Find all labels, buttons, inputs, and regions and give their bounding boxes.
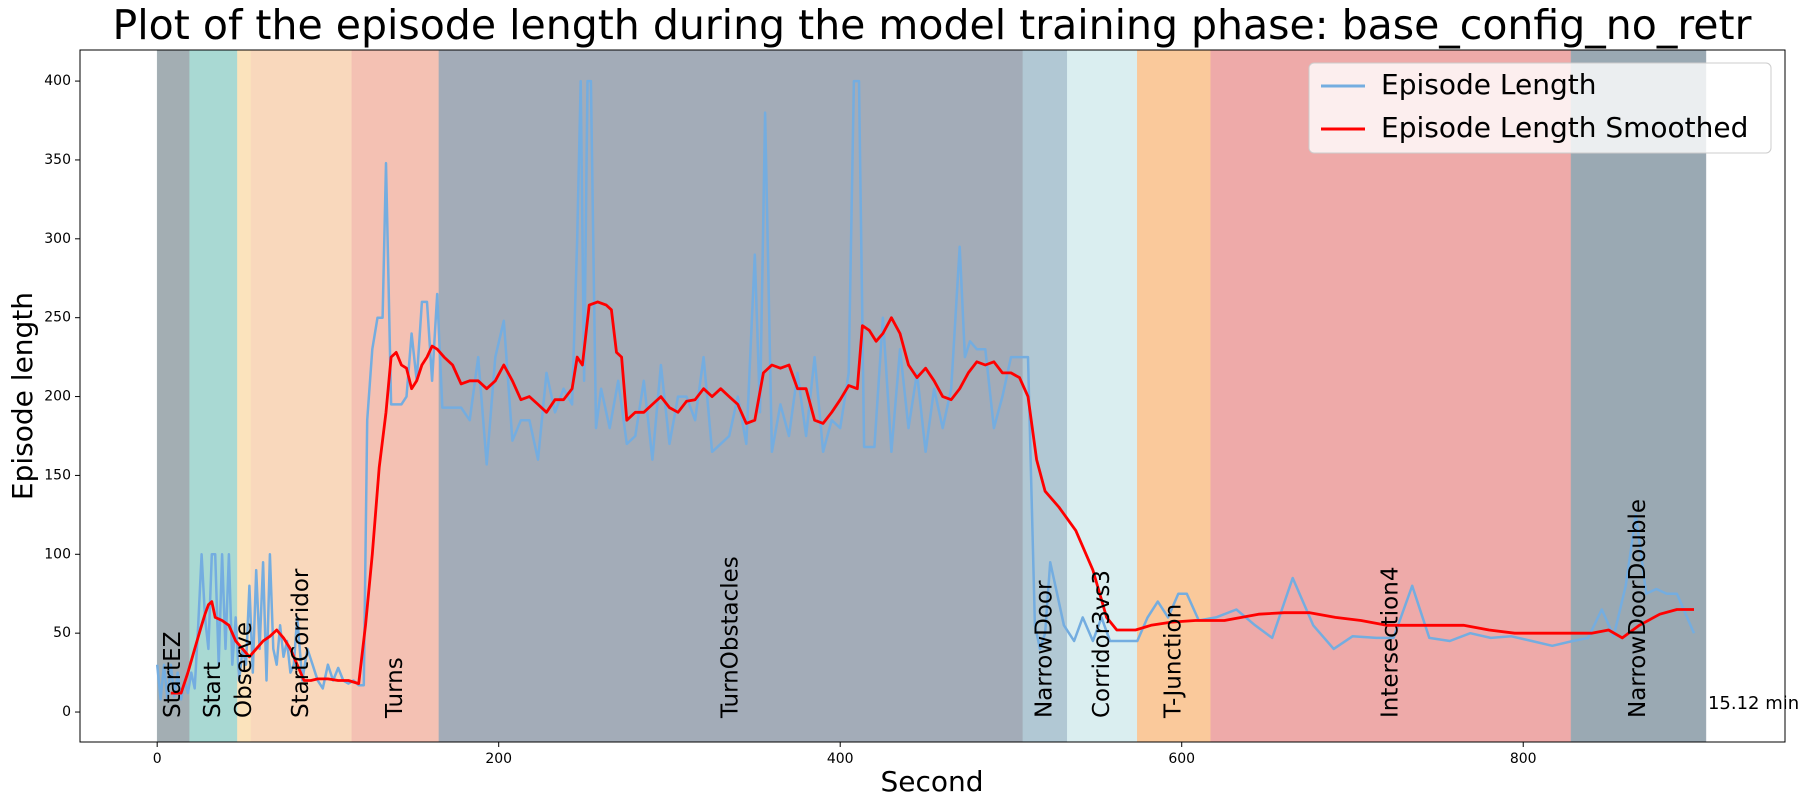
plot-frame — [79, 49, 1786, 743]
y-tick-label: 150 — [44, 467, 71, 483]
legend-label: Episode Length Smoothed — [1381, 111, 1748, 144]
x-tick-label: 0 — [153, 751, 162, 767]
phase-label: StartCorridor — [288, 568, 314, 718]
phase-label: T-Junction — [1161, 604, 1187, 719]
phase-layer — [156, 50, 1707, 742]
x-tick-label: 800 — [1510, 751, 1537, 767]
y-tick-label: 200 — [44, 389, 71, 405]
y-tick-label: 300 — [44, 231, 71, 247]
y-tick-label: 250 — [44, 310, 71, 326]
overlay-layer: StartEZ Start Observe StartCorridor Turns Tur… — [44, 49, 1799, 767]
annotation: 15.12 min — [1708, 693, 1799, 714]
x-tick-label: 200 — [485, 751, 512, 767]
y-tick-label: 350 — [44, 152, 71, 168]
phase-label: Intersection4 — [1377, 567, 1403, 718]
y-axis-label: Episode length — [6, 292, 39, 500]
phase-label: StartEZ — [160, 632, 186, 718]
y-tick-label: 50 — [53, 625, 71, 641]
line-layer — [155, 79, 1696, 701]
phase-label: Start — [200, 662, 226, 718]
phase-label: NarrowDoorDouble — [1625, 499, 1651, 718]
y-tick-label: 400 — [44, 73, 71, 89]
x-tick-label: 600 — [1168, 751, 1195, 767]
legend-label: Episode Length — [1381, 68, 1596, 101]
phase-region — [156, 50, 190, 742]
chart-title: Plot of the episode length during the mo… — [113, 1, 1752, 49]
legend-box — [1308, 62, 1772, 154]
x-tick-label: 400 — [827, 751, 854, 767]
phase-label: TurnObstacles — [717, 556, 743, 719]
y-tick-label: 0 — [62, 704, 71, 720]
phase-label: Turns — [382, 657, 408, 719]
y-tick-label: 100 — [44, 546, 71, 562]
phase-region — [438, 50, 1024, 742]
phase-label: Corridor3vs3 — [1089, 570, 1115, 718]
phase-label: Observe — [231, 622, 257, 718]
series-line — [170, 300, 1694, 695]
phase-label: NarrowDoor — [1032, 580, 1058, 718]
x-axis-label: Second — [880, 765, 983, 798]
